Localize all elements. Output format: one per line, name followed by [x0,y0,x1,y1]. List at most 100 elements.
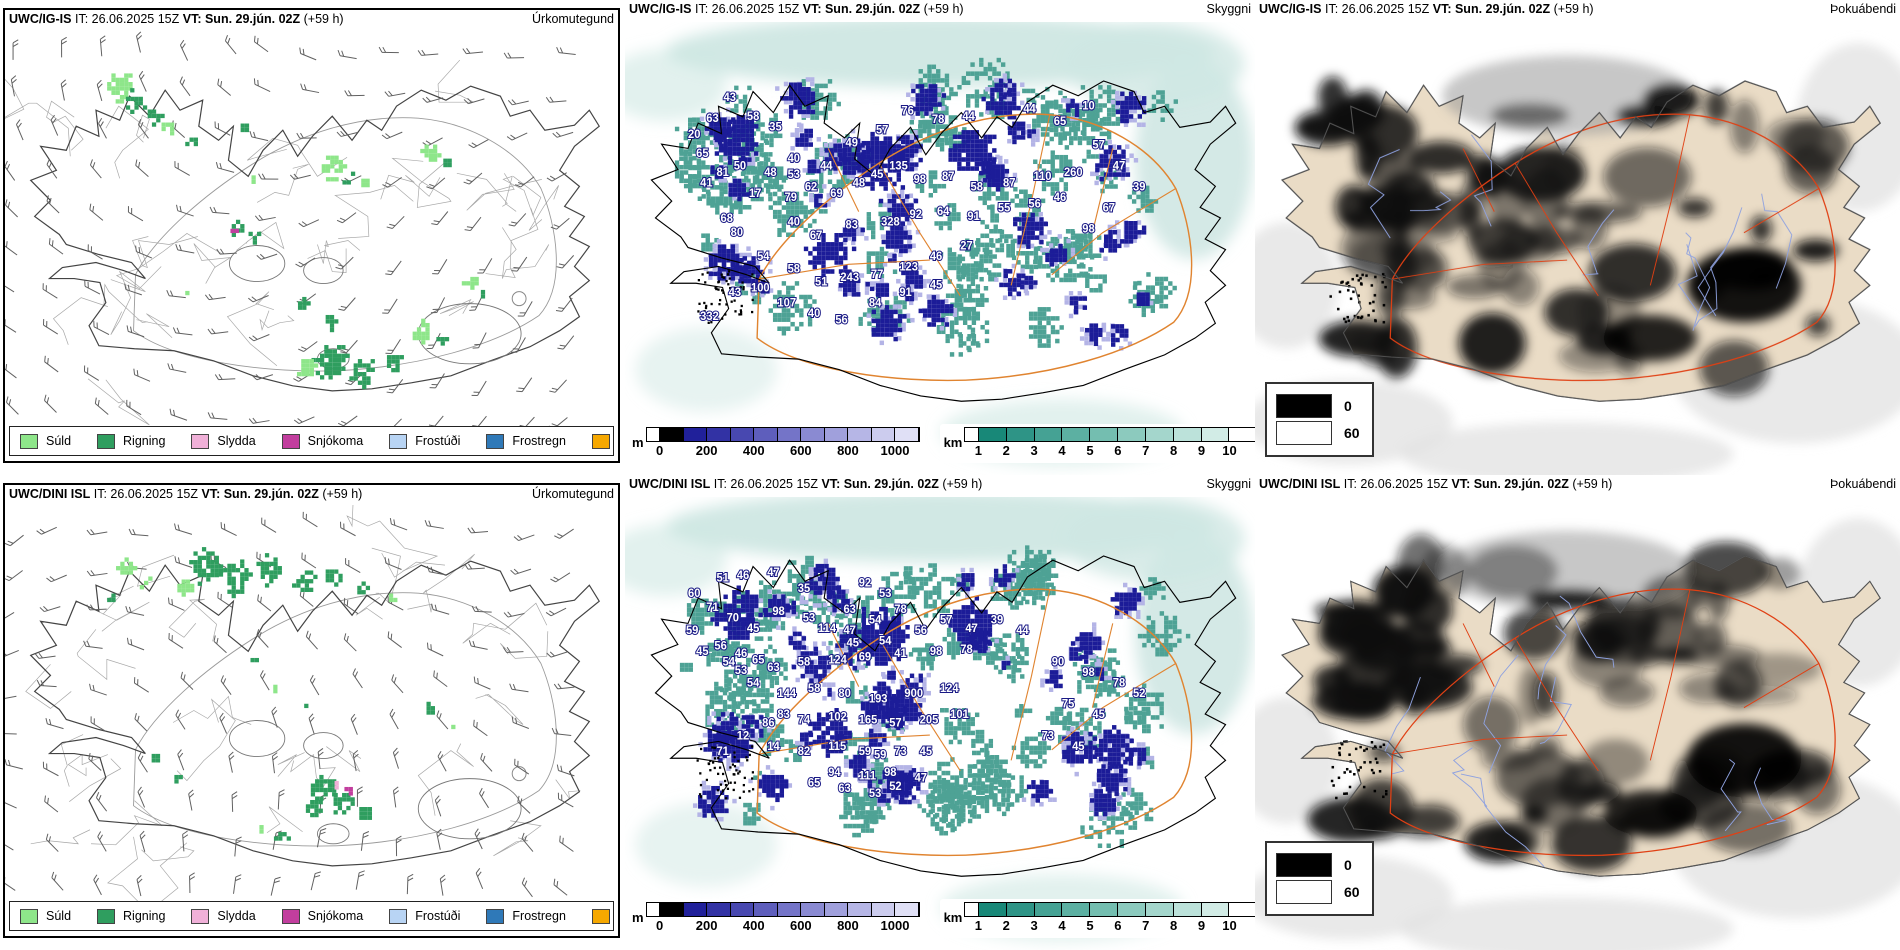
svg-text:43: 43 [724,92,736,104]
precip-legend-item-snæhagl: Snæhagl [591,433,619,449]
svg-text:56: 56 [835,314,847,326]
legend-swatch [281,433,300,449]
svg-text:243: 243 [840,272,859,284]
svg-text:135: 135 [889,160,908,172]
svg-text:57: 57 [876,125,888,137]
colorbar-segment [777,428,801,441]
fog-bottom-header: UWC/DINI ISL IT: 26.06.2025 15Z VT: Sun.… [1259,477,1896,495]
colorbar-gradient: 1 2 3 4 5 6 7 8 9 10 [964,902,1255,933]
legend-swatch [486,433,505,449]
run-info: UWC/DINI ISL IT: 26.06.2025 15Z VT: Sun.… [1259,477,1613,491]
svg-text:110: 110 [1033,171,1051,183]
colorbar-tick: 3 [1030,443,1038,458]
colorbar-tick: 7 [1142,918,1150,933]
colorbar-m: m 0 200 400 600 800 1000 [628,899,924,938]
precip-top-header: UWC/IG-IS IT: 26.06.2025 15Z VT: Sun. 29… [9,12,614,30]
legend-swatch [20,908,38,924]
svg-text:100: 100 [751,283,770,295]
colorbar-segment [1062,903,1091,916]
colorbar-tick: 4 [1058,443,1066,458]
panel-visibility-bottom: UWC/DINI ISL IT: 26.06.2025 15Z VT: Sun.… [625,475,1255,950]
run-info: UWC/DINI ISL IT: 26.06.2025 15Z VT: Sun.… [9,487,363,501]
legend-label: Súld [46,909,72,923]
svg-text:44: 44 [820,160,833,172]
colorbar-tick: 2 [1002,918,1010,933]
product-label: Þokuábendi [1829,477,1896,491]
fog-legend-label: 0 [1344,398,1352,414]
legend-label: Snæhagl [618,434,619,448]
svg-text:54: 54 [757,251,770,263]
fog-legend-swatch [1276,880,1332,904]
legend-swatch [389,433,408,449]
precip-legend-item-frostregn: Frostregn [486,433,566,449]
svg-text:45: 45 [930,279,943,291]
run-info: UWC/IG-IS IT: 26.06.2025 15Z VT: Sun. 29… [629,2,964,16]
svg-text:58: 58 [747,111,759,123]
svg-text:40: 40 [808,308,820,320]
svg-text:45: 45 [871,169,884,181]
colorbar-segment [848,903,872,916]
colorbar-segment [801,428,825,441]
fog-legend-row: 0 [1276,394,1360,418]
colorbar-tick: 0 [655,443,664,458]
colorbar-gradient: 0 200 400 600 800 1000 [645,427,920,458]
colorbar-tick: 5 [1086,918,1094,933]
colorbar-segment [754,903,778,916]
colorbar-segment [660,903,684,916]
colorbar-segment [824,903,848,916]
colorbar-tick: 9 [1197,443,1206,458]
svg-text:67: 67 [810,230,822,242]
fog-legend-swatch [1276,853,1332,877]
svg-text:77: 77 [871,269,883,281]
colorbar-tick: 600 [789,918,812,933]
colorbar-segment [848,428,872,441]
colorbar-tick: 8 [1170,918,1178,933]
colorbar-segment [1090,428,1119,441]
colorbar-segment [683,903,707,916]
svg-text:10: 10 [1082,100,1094,112]
precip-legend-item-slydda: Slydda [191,433,256,449]
colorbar-tick: 1000 [880,918,910,933]
colorbar-segment [1201,428,1230,441]
run-info: UWC/DINI ISL IT: 26.06.2025 15Z VT: Sun.… [629,477,983,491]
colorbar-segment [1201,903,1230,916]
legend-swatch [591,433,610,449]
svg-text:328: 328 [881,216,900,228]
svg-text:20: 20 [688,129,700,141]
legend-label: Snæhagl [618,909,619,923]
colorbar-segment [646,428,660,441]
colorbar-segment [801,903,825,916]
colorbar-gradient: 0 200 400 600 800 1000 [645,902,920,933]
colorbar-segment [978,428,1007,441]
svg-text:51: 51 [815,276,828,288]
svg-text:65: 65 [1054,116,1067,128]
product-label: Úrkomutegund [532,487,614,501]
svg-text:80: 80 [731,227,743,239]
legend-label: Rigning [123,909,166,923]
legend-swatch [486,908,505,924]
precip-top-frame: UWC/IG-IS IT: 26.06.2025 15Z VT: Sun. 29… [3,8,620,463]
svg-text:17: 17 [749,188,761,200]
colorbar-km: km 1 2 3 4 5 6 7 8 9 10 [939,899,1255,938]
panel-fog-top: UWC/IG-IS IT: 26.06.2025 15Z VT: Sun. 29… [1255,0,1900,475]
colorbar-tick: 6 [1114,918,1122,933]
precip-legend-item-snjókoma: Snjókoma [281,433,363,449]
fog-legend-row: 60 [1276,880,1360,904]
svg-text:46: 46 [1054,192,1066,204]
colorbar-segment [965,428,979,441]
colorbar-segment [1090,903,1119,916]
colorbar-segment [1034,428,1063,441]
legend-label: Slydda [217,434,256,448]
svg-text:56: 56 [1028,198,1040,210]
svg-text:46: 46 [930,251,942,263]
svg-text:27: 27 [960,240,972,252]
svg-text:107: 107 [777,297,796,309]
colorbar-segment [895,428,919,441]
precip-legend-item-súld: Súld [20,433,71,449]
colorbar-tick: 3 [1030,918,1038,933]
colorbar-segment [1006,428,1035,441]
svg-text:63: 63 [706,113,718,125]
colorbar-segment [777,903,801,916]
colorbar-tick: 0 [655,918,664,933]
